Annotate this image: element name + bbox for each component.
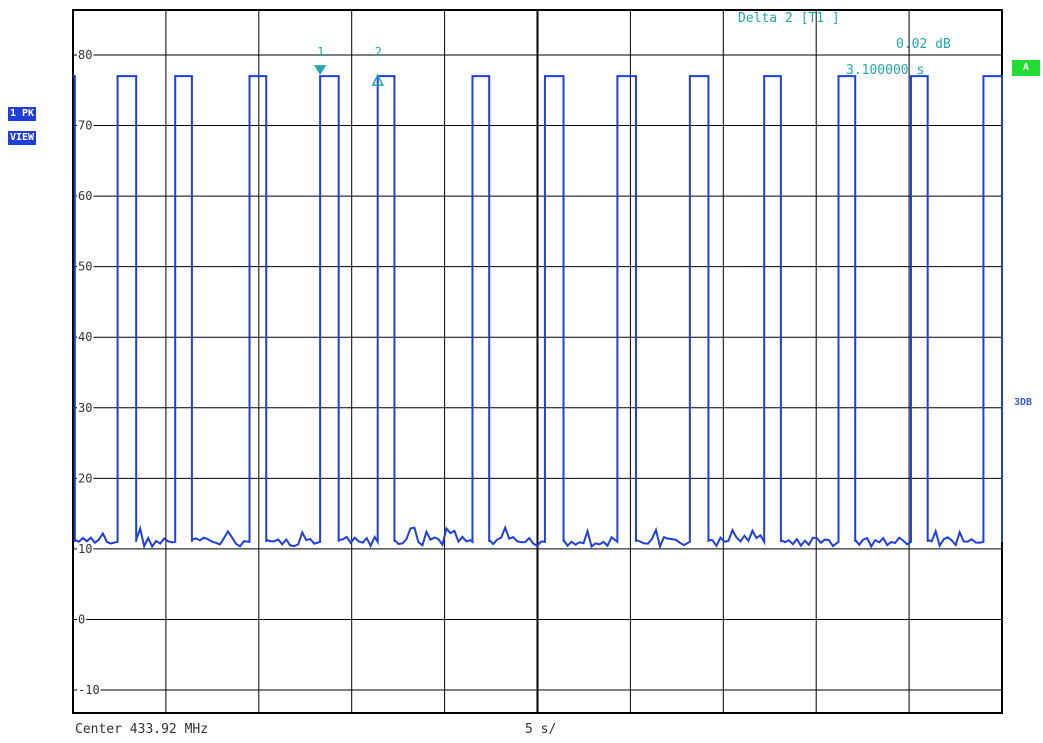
- trace-line: [73, 75, 1003, 550]
- marker-label: 1: [317, 45, 324, 59]
- y-tick-label: 50: [78, 260, 92, 274]
- y-tick-label-bg: [77, 541, 94, 556]
- y-tick-label-bg: [77, 118, 94, 133]
- y-tick-label: 70: [78, 119, 92, 133]
- view-mode-badge: VIEW: [8, 131, 37, 145]
- sweep-per-division: 5 s/: [525, 722, 557, 737]
- y-tick-label-bg: [77, 471, 94, 486]
- y-tick-label-bg: [77, 330, 94, 345]
- y-tick-label: 80: [78, 48, 92, 62]
- y-tick-label: 10: [78, 542, 92, 556]
- marker-label: 2: [375, 45, 382, 59]
- y-tick-label-bg: [77, 683, 101, 697]
- y-tick-label-bg: [77, 259, 94, 274]
- marker-readout-title: Delta 2 [T1 ]: [738, 11, 840, 26]
- y-tick-label: 40: [78, 330, 92, 344]
- y-tick-label-bg: [77, 612, 87, 627]
- marker-1-icon: [314, 65, 327, 76]
- trace-mode-badge: 1 PK: [8, 107, 37, 121]
- marker-readout-time: 3.100000 s: [846, 63, 925, 78]
- y-tick-label: 60: [78, 189, 92, 203]
- y-tick-label-bg: [77, 400, 94, 415]
- y-tick-label: 20: [78, 471, 92, 485]
- 3db-note: 3DB: [1014, 397, 1033, 408]
- y-tick-label-bg: [77, 189, 94, 204]
- marker-2-icon: [371, 73, 384, 86]
- grid: [73, 10, 1002, 713]
- y-tick-label: -10: [78, 683, 100, 697]
- trace-a-badge: A: [1012, 60, 1040, 76]
- y-tick-label-bg: [77, 48, 94, 62]
- y-tick-labels: 80 70 60 50 40 30 20 10 0 -10: [77, 48, 101, 697]
- marker-readout-level: 0.02 dB: [896, 37, 951, 52]
- y-tick-label: 30: [78, 401, 92, 415]
- y-tick-label: 0: [78, 612, 85, 626]
- trace-1: [73, 75, 1003, 550]
- center-frequency: Center 433.92 MHz: [75, 722, 209, 737]
